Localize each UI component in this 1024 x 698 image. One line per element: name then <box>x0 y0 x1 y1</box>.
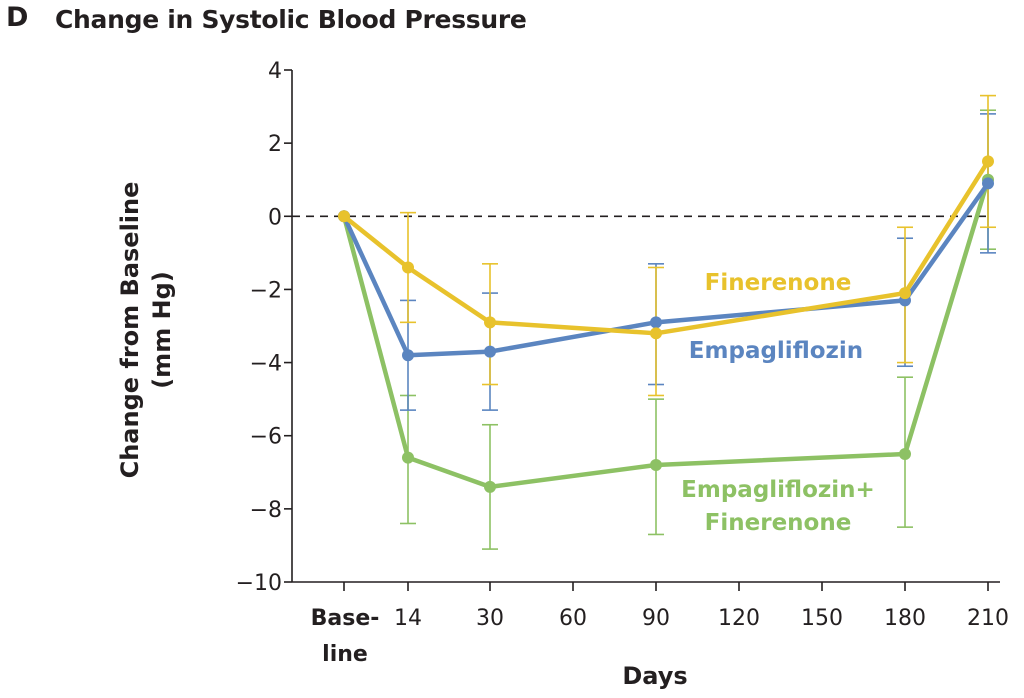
series-label-empagliflozin-finerenone: Empagliflozin+ <box>681 477 875 503</box>
y-tick-label: 4 <box>268 59 282 84</box>
y-axis-label-line: (mm Hg) <box>148 271 176 389</box>
series-label-empagliflozin: Empagliflozin <box>689 338 863 364</box>
y-tick-label: −8 <box>250 498 282 523</box>
x-tick-label: 180 <box>884 606 926 631</box>
x-tick-label: 150 <box>801 606 843 631</box>
data-point-finerenone <box>402 261 414 274</box>
x-tick-label: 60 <box>559 606 587 631</box>
y-axis-label-line: Change from Baseline <box>116 182 144 479</box>
y-tick-label: −6 <box>250 425 282 450</box>
y-tick-label: 0 <box>268 205 282 230</box>
series-label-finerenone: Finerenone <box>705 270 852 296</box>
panel-letter: D <box>6 2 29 33</box>
x-tick-label: 90 <box>642 606 670 631</box>
y-tick-label: −2 <box>250 278 282 303</box>
data-point-empagliflozin <box>402 349 414 362</box>
data-point-finerenone <box>484 316 496 329</box>
x-tick-label-baseline: Base- <box>311 606 380 631</box>
data-point-empagliflozin-finerenone <box>402 451 414 464</box>
data-point-finerenone <box>650 327 662 340</box>
data-point-finerenone <box>982 155 994 168</box>
x-axis-label: Days <box>622 662 687 690</box>
data-point-empagliflozin-finerenone <box>484 480 496 493</box>
data-point-empagliflozin <box>484 345 496 358</box>
y-tick-label: −10 <box>236 571 282 596</box>
x-tick-label: 14 <box>394 606 422 631</box>
series-line-empagliflozin <box>341 182 990 358</box>
data-point-finerenone <box>338 210 350 223</box>
data-point-finerenone <box>899 287 911 300</box>
y-axis-label: Change from Baseline (mm Hg) <box>116 182 176 479</box>
x-tick-label: 30 <box>476 606 504 631</box>
x-tick-label: 120 <box>718 606 760 631</box>
data-point-empagliflozin-finerenone <box>899 448 911 460</box>
data-point-empagliflozin <box>982 177 994 190</box>
series-label-empagliflozin-finerenone: Finerenone <box>705 510 852 536</box>
data-point-empagliflozin <box>650 316 662 329</box>
chart-title: Change in Systolic Blood Pressure <box>55 5 527 34</box>
data-point-empagliflozin-finerenone <box>650 458 662 471</box>
y-tick-label: −4 <box>250 352 282 377</box>
series-line-finerenone <box>342 160 990 336</box>
x-tick-label-baseline: line <box>322 642 368 667</box>
x-tick-label: 210 <box>967 606 1009 631</box>
series-line-empagliflozin-finerenone <box>341 179 991 490</box>
y-tick-label: 2 <box>268 132 282 157</box>
